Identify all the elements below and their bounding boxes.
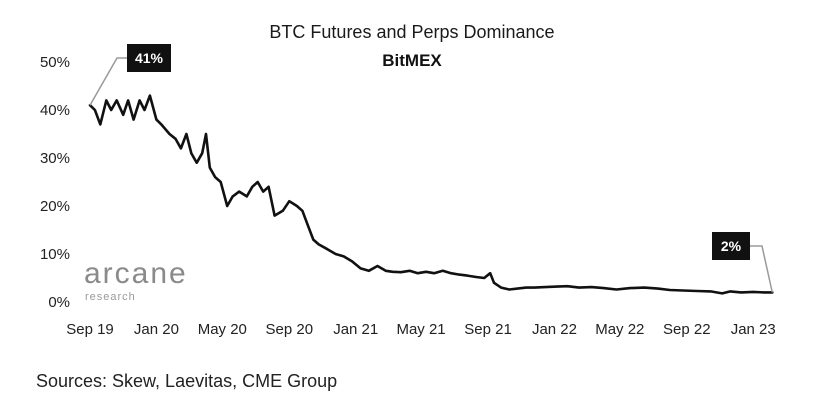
- series-layer: [88, 94, 774, 295]
- chart-subtitle: BitMEX: [382, 51, 442, 70]
- annotation-leader: [750, 245, 774, 293]
- annotation-callout: 2%: [712, 232, 774, 293]
- y-tick-label: 50%: [40, 54, 70, 71]
- annotation-leader: [89, 57, 127, 106]
- y-tick-label: 20%: [40, 198, 70, 215]
- x-tick-label: Sep 21: [464, 321, 512, 338]
- annotation-box: [712, 232, 750, 260]
- annotation-label: 41%: [135, 50, 164, 66]
- x-axis: Sep 19 Jan 20 May 20 Sep 20 Jan 21 May 21 Sep …: [66, 321, 776, 338]
- y-tick-label: 0%: [48, 294, 70, 311]
- x-tick-label: May 22: [595, 321, 644, 338]
- watermark-logo: arcane research: [84, 257, 188, 303]
- y-tick-label: 40%: [40, 102, 70, 119]
- x-tick-label: Sep 20: [266, 321, 314, 338]
- x-tick-label: Jan 20: [134, 321, 179, 338]
- chart-title: BTC Futures and Perps Dominance: [269, 22, 554, 42]
- x-tick-label: Sep 19: [66, 321, 114, 338]
- annotation-callout: 41%: [89, 44, 171, 106]
- annotation-label: 2%: [721, 238, 742, 254]
- x-tick-label: Jan 22: [532, 321, 577, 338]
- annotation-layer: 41% 2%: [89, 44, 774, 293]
- x-tick-label: Jan 23: [731, 321, 776, 338]
- y-tick-label: 10%: [40, 246, 70, 263]
- watermark-main: arcane: [84, 257, 188, 290]
- x-tick-label: May 20: [198, 321, 247, 338]
- series-line: [88, 94, 774, 295]
- watermark-sub: research: [85, 291, 136, 303]
- x-tick-label: May 21: [396, 321, 445, 338]
- x-tick-label: Jan 21: [333, 321, 378, 338]
- sources-note: Sources: Skew, Laevitas, CME Group: [36, 371, 338, 391]
- y-axis: 0% 10% 20% 30% 40% 50%: [40, 54, 70, 311]
- annotation-box: [127, 44, 171, 72]
- x-tick-label: Sep 22: [663, 321, 711, 338]
- y-tick-label: 30%: [40, 150, 70, 167]
